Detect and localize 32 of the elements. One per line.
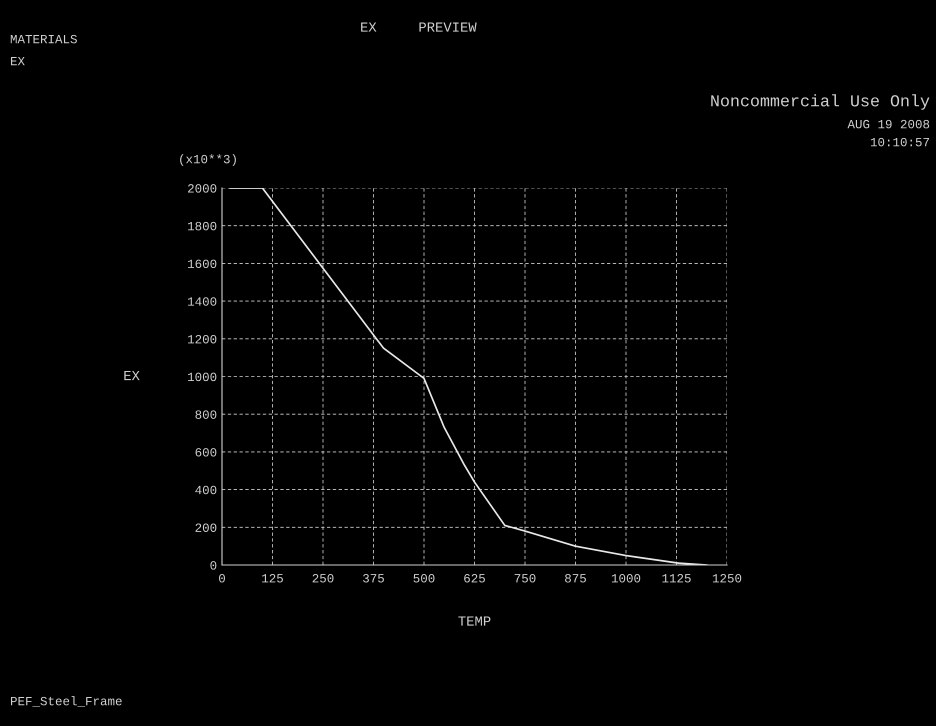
y-tick-label: 1800 xyxy=(188,222,216,230)
y-tick-label: 1000 xyxy=(188,372,216,382)
text: AUG 19 2008 xyxy=(847,120,930,128)
x-tick-label: 625 xyxy=(464,574,485,583)
y-tick-label: 1200 xyxy=(188,334,216,344)
x-tick-label: 875 xyxy=(565,574,586,583)
y-tick-label: 600 xyxy=(196,448,216,457)
x-tick-label: 750 xyxy=(514,574,536,583)
x-tick-label: 1250 xyxy=(712,574,742,583)
chart-title: EX PREVIEW xyxy=(361,22,477,32)
text: 10:10:57 xyxy=(870,138,930,146)
y-tick-label: 1400 xyxy=(188,297,216,306)
text: PEF_Steel_Frame xyxy=(10,696,122,707)
x-tick-label: 125 xyxy=(262,574,283,583)
x-tick-label: 1125 xyxy=(662,574,691,583)
y-tick-label: 400 xyxy=(195,486,216,494)
y-tick-label: 1600 xyxy=(188,260,216,268)
y-tick-label: 200 xyxy=(196,523,216,532)
text: EX xyxy=(10,57,25,66)
y-tick-label: 800 xyxy=(195,410,216,419)
x-tick-label: 250 xyxy=(312,574,334,583)
text: Noncommercial Use Only xyxy=(711,94,930,110)
x-tick-label: 500 xyxy=(414,574,434,583)
x-tick-label: 0 xyxy=(219,574,225,583)
text: (x10**3) xyxy=(180,154,236,166)
y-axis-title: EX xyxy=(124,370,140,380)
y-tick-label: 0 xyxy=(210,561,216,570)
y-tick-label: 2000 xyxy=(188,184,216,193)
x-tick-label: 1000 xyxy=(612,574,640,583)
x-axis-title: TEMP xyxy=(458,616,490,626)
x-tick-label: 375 xyxy=(363,574,384,583)
text: MATERIALS xyxy=(10,34,77,44)
